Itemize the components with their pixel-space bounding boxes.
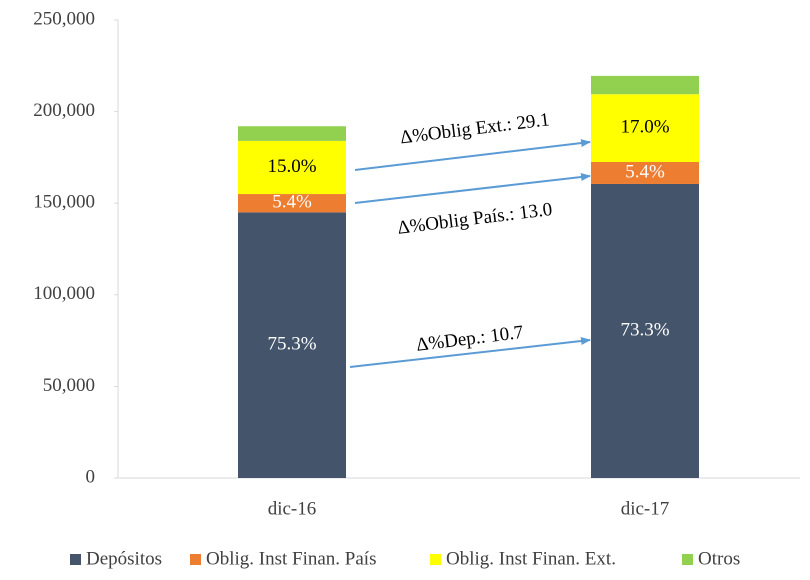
legend-label: Oblig. Inst Finan. País [206, 548, 376, 569]
data-label: 73.3% [620, 319, 669, 340]
legend-swatch [682, 554, 693, 565]
bar-segment [591, 183, 699, 479]
y-tick-label: 150,000 [33, 192, 95, 213]
y-tick-label: 200,000 [33, 100, 95, 121]
annotation: Δ%Oblig País.: 13.0 [396, 199, 553, 239]
x-tick-label: dic-16 [268, 498, 317, 519]
bar-segment [238, 126, 346, 141]
data-label: 17.0% [620, 116, 669, 137]
y-tick-label: 250,000 [33, 8, 95, 29]
y-tick-label: 50,000 [43, 375, 95, 396]
legend-swatch [70, 554, 81, 565]
bar-segment [238, 140, 346, 195]
data-label: 75.3% [267, 334, 316, 355]
legend-label: Oblig. Inst Finan. Ext. [446, 548, 616, 569]
annotation: Δ%Oblig Ext.: 29.1 [399, 109, 551, 148]
legend-swatch [190, 554, 201, 565]
y-tick-label: 0 [86, 466, 96, 487]
arrow [354, 173, 591, 204]
x-tick-label: dic-17 [621, 498, 670, 519]
arrow [354, 139, 591, 171]
y-tick-label: 100,000 [33, 283, 95, 304]
data-label: 15.0% [267, 156, 316, 177]
bar-segment [591, 161, 699, 184]
bar-segment [238, 194, 346, 213]
annotation: Δ%Dep.: 10.7 [415, 322, 524, 356]
legend-label: Depósitos [86, 548, 162, 569]
data-label: 5.4% [272, 192, 312, 213]
data-label: 5.4% [625, 161, 665, 182]
legend-label: Otros [698, 548, 740, 569]
legend-swatch [430, 554, 441, 565]
bar-segment [238, 212, 346, 479]
bar-segment [591, 94, 699, 162]
arrow [349, 337, 591, 368]
bar-segment [591, 75, 699, 95]
